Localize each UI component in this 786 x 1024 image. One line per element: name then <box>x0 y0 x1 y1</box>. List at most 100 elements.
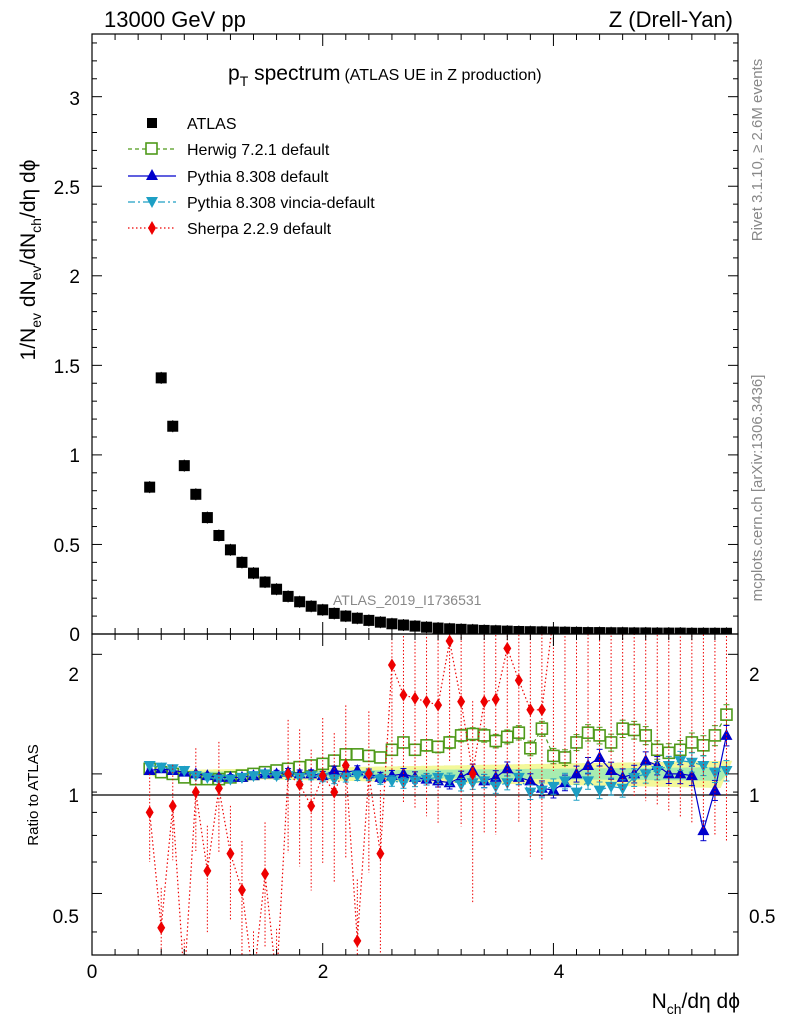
legend-marker <box>145 142 158 155</box>
main-panel <box>92 34 738 634</box>
data-point-atlas <box>294 596 306 608</box>
ratio-point-vincia <box>339 772 352 784</box>
data-point-atlas <box>190 488 202 500</box>
ratio-point-vincia <box>593 785 606 797</box>
ratio-point-vincia <box>420 774 433 786</box>
ratio-point-sherpa <box>526 703 535 717</box>
ratio-point-vincia <box>143 760 156 772</box>
data-point-atlas <box>224 544 236 556</box>
ratio-point-sherpa <box>434 698 443 712</box>
ratio-point-sherpa <box>468 767 477 781</box>
x-axis-label: Nch/dη dϕ <box>652 990 740 1017</box>
data-point-atlas <box>513 625 525 634</box>
header-left: 13000 GeV pp <box>104 7 246 32</box>
data-point-herwig <box>248 0 259 11</box>
ratio-point-sherpa <box>273 975 281 988</box>
data-point-herwig <box>536 0 547 11</box>
data-point-atlas <box>317 604 329 616</box>
ratio-point-sherpa <box>318 769 327 783</box>
ratio-point-vincia <box>432 772 445 784</box>
ratio-point-sherpa <box>203 864 212 878</box>
ratio-point-herwig <box>362 749 376 763</box>
data-point-atlas <box>248 567 259 579</box>
ratio-point-vincia <box>212 774 225 786</box>
ratio-point-sherpa <box>341 758 350 772</box>
legend-label: Pythia 8.308 vincia-default <box>187 195 375 212</box>
ratio-point-herwig <box>570 736 583 749</box>
ratio-point-vincia <box>374 774 387 786</box>
data-point-atlas <box>421 621 433 633</box>
ratio-point-vincia <box>558 776 571 788</box>
ratio-point-sherpa <box>180 975 188 988</box>
ratio-point-sherpa <box>514 673 523 687</box>
ratio-point-sherpa <box>157 921 166 935</box>
ratio-point-herwig <box>650 743 664 757</box>
ratio-point-sherpa <box>399 688 408 702</box>
data-point-atlas <box>363 614 375 626</box>
ratio-data-layer <box>143 634 733 988</box>
data-point-herwig <box>583 0 594 11</box>
ratio-point-vincia <box>720 765 733 777</box>
ratio-point-herwig <box>477 729 491 742</box>
ratio-point-sherpa <box>480 695 489 709</box>
data-point-herwig <box>317 0 328 11</box>
ratio-line-vincia <box>149 760 727 793</box>
x-tick-label: 4 <box>554 962 565 983</box>
ratio-point-vincia <box>605 781 618 793</box>
ratio-point-vincia <box>582 776 595 788</box>
ratio-point-herwig <box>697 739 710 752</box>
ratio-point-sherpa <box>353 934 362 948</box>
data-point-atlas <box>720 627 732 634</box>
data-point-atlas <box>536 626 548 634</box>
ratio-point-vincia <box>247 771 260 783</box>
ratio-point-herwig <box>431 740 445 754</box>
ratio-tick-label-left: 0.5 <box>53 907 79 928</box>
data-point-atlas <box>605 627 617 634</box>
ratio-axis-label: Ratio to ATLAS <box>25 744 42 845</box>
data-point-herwig <box>444 0 455 11</box>
data-point-herwig <box>525 0 536 11</box>
data-point-herwig <box>490 0 501 11</box>
data-point-herwig <box>398 0 409 11</box>
ratio-point-vincia <box>259 769 272 781</box>
data-point-herwig <box>271 0 282 11</box>
ratio-point-vincia <box>443 774 456 786</box>
x-tick-labels: 0 2 4 <box>87 962 565 983</box>
ratio-point-vincia <box>697 760 710 772</box>
data-point-atlas <box>490 625 502 634</box>
ratio-point-herwig <box>385 743 399 757</box>
data-point-herwig <box>594 0 605 11</box>
ratio-point-sherpa <box>261 867 270 881</box>
legend-entry-herwig: Herwig 7.2.1 default <box>128 142 330 159</box>
analysis-watermark: ATLAS_2019_I1736531 <box>333 592 482 608</box>
data-point-atlas <box>155 372 167 384</box>
data-point-herwig <box>375 0 386 11</box>
ratio-point-pythia <box>570 767 583 779</box>
ratio-point-herwig <box>558 751 572 764</box>
ratio-point-vincia <box>235 772 248 784</box>
data-point-atlas <box>444 623 456 634</box>
data-point-atlas <box>397 619 409 631</box>
ratio-tick-label-right: 1 <box>749 786 760 807</box>
data-point-herwig <box>479 0 490 11</box>
rivet-info: Rivet 3.1.10, ≥ 2.6M events <box>749 59 766 242</box>
ratio-point-sherpa <box>330 785 339 799</box>
ratio-point-herwig <box>604 736 618 749</box>
legend-label: Herwig 7.2.1 default <box>187 142 330 159</box>
ratio-point-sherpa <box>457 695 466 709</box>
legend-entry-pythia: Pythia 8.308 default <box>128 169 329 186</box>
ratio-point-sherpa <box>237 883 246 897</box>
ratio-point-vincia <box>674 756 687 768</box>
y-tick-label: 3 <box>69 89 80 110</box>
ratio-point-sherpa <box>307 799 316 813</box>
data-point-atlas <box>628 627 640 634</box>
ratio-point-pythia <box>455 770 468 782</box>
ratio-point-vincia <box>201 772 214 784</box>
data-point-atlas <box>144 481 156 493</box>
ratio-point-sherpa <box>214 781 223 795</box>
data-point-herwig <box>467 0 478 11</box>
x-tick-label: 2 <box>318 962 329 983</box>
ratio-point-vincia <box>639 769 652 781</box>
ratio-point-vincia <box>662 760 675 772</box>
